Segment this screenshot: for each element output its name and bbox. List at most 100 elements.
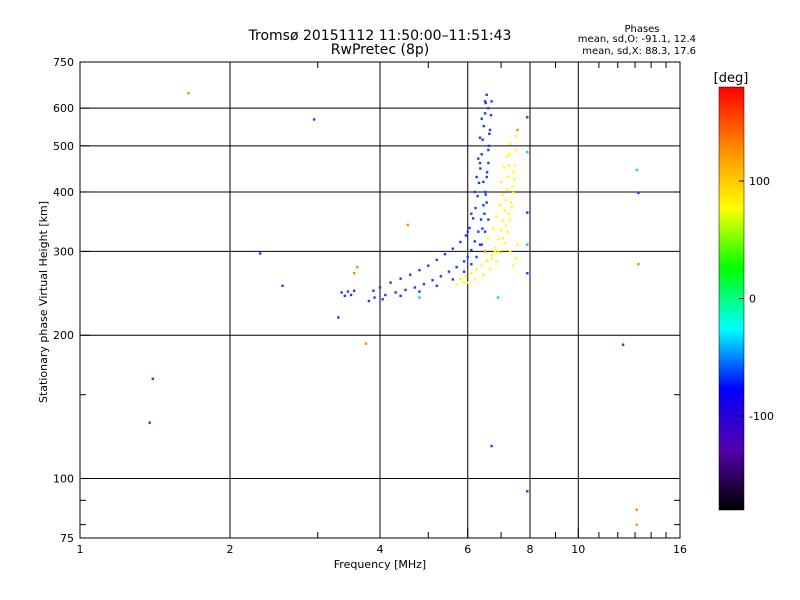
- data-point: [443, 252, 447, 256]
- data-point: [488, 132, 491, 135]
- colorbar-label: [deg]: [714, 71, 749, 86]
- data-point: [473, 240, 477, 243]
- data-point: [148, 421, 151, 424]
- y-axis-label: Stationary phase Virtual Height [km]: [37, 201, 50, 403]
- data-point: [478, 161, 482, 165]
- data-point: [485, 259, 488, 262]
- data-point: [483, 190, 487, 194]
- data-point: [487, 161, 490, 165]
- y-tick-label: 750: [53, 56, 74, 69]
- data-point: [394, 291, 397, 294]
- data-point: [475, 175, 478, 179]
- data-point: [490, 253, 493, 257]
- chart-subtitle: RwPretec (8p): [331, 42, 429, 58]
- data-point: [526, 490, 529, 493]
- data-point: [372, 289, 375, 292]
- data-point: [349, 293, 353, 297]
- data-point: [526, 116, 529, 119]
- data-point: [526, 211, 529, 214]
- data-point: [488, 128, 492, 132]
- data-point: [488, 267, 492, 270]
- y-tick-label: 200: [53, 329, 74, 342]
- data-point: [451, 278, 455, 281]
- colorbar-ticks: 100 0 -100: [739, 175, 774, 423]
- data-point: [470, 248, 473, 252]
- data-point: [505, 188, 509, 191]
- data-point: [503, 209, 506, 212]
- data-point: [478, 243, 482, 246]
- data-point: [474, 206, 477, 210]
- data-point: [340, 291, 343, 294]
- data-point: [464, 275, 468, 278]
- data-point: [508, 153, 511, 156]
- data-point: [514, 148, 517, 152]
- data-point: [478, 136, 482, 139]
- data-point: [482, 124, 485, 128]
- data-point: [187, 91, 190, 95]
- data-point: [501, 193, 504, 196]
- data-point: [475, 268, 478, 271]
- data-points: [148, 91, 640, 526]
- data-point: [259, 252, 262, 255]
- data-point: [481, 138, 484, 141]
- data-point: [508, 218, 512, 221]
- data-point: [635, 168, 638, 172]
- data-point: [151, 377, 155, 380]
- x-tick-label: 16: [673, 543, 687, 556]
- data-point: [483, 100, 487, 103]
- data-point: [506, 175, 510, 179]
- data-point: [462, 270, 466, 273]
- data-point: [352, 289, 356, 292]
- grid-lines: [80, 62, 680, 538]
- data-point: [526, 272, 529, 275]
- data-point: [381, 298, 384, 301]
- data-point: [526, 243, 529, 246]
- x-tick-label: 8: [527, 543, 534, 556]
- data-point: [466, 230, 469, 233]
- data-point: [466, 255, 469, 259]
- data-point: [514, 134, 518, 137]
- data-point: [493, 250, 497, 253]
- data-point: [413, 286, 417, 289]
- data-point: [479, 218, 483, 221]
- data-point: [404, 288, 407, 292]
- y-axis-ticks: 75 100 200 300 400 500 600 750: [53, 56, 90, 545]
- data-point: [480, 153, 483, 156]
- data-point: [367, 299, 371, 303]
- data-point: [508, 250, 512, 253]
- data-point: [439, 275, 443, 278]
- data-point: [635, 523, 638, 526]
- data-point: [447, 270, 451, 273]
- data-point: [508, 142, 512, 145]
- data-point: [352, 272, 356, 275]
- data-point: [487, 106, 490, 110]
- data-point: [490, 100, 493, 103]
- data-point: [462, 260, 466, 263]
- data-point: [484, 101, 487, 105]
- data-point: [480, 243, 483, 246]
- x-tick-label: 4: [377, 543, 384, 556]
- data-point: [490, 257, 493, 260]
- data-point: [389, 281, 392, 284]
- data-point: [495, 260, 498, 263]
- data-point: [455, 283, 458, 286]
- data-point: [496, 250, 500, 253]
- y-tick-label: 400: [53, 186, 74, 199]
- data-point: [399, 294, 402, 298]
- data-point: [475, 255, 478, 259]
- data-point: [473, 190, 477, 194]
- data-point: [637, 263, 640, 266]
- data-point: [496, 296, 500, 299]
- x-axis-label: Frequency [MHz]: [334, 558, 426, 571]
- data-point: [492, 227, 495, 230]
- y-tick-label: 300: [53, 245, 74, 258]
- data-point: [504, 224, 507, 227]
- data-point: [487, 144, 491, 148]
- data-point: [427, 264, 430, 267]
- data-point: [281, 284, 284, 288]
- data-point: [516, 128, 519, 132]
- phases-legend-heading: Phases: [624, 24, 659, 35]
- data-point: [482, 180, 485, 184]
- data-point: [499, 251, 503, 255]
- data-point: [418, 268, 421, 272]
